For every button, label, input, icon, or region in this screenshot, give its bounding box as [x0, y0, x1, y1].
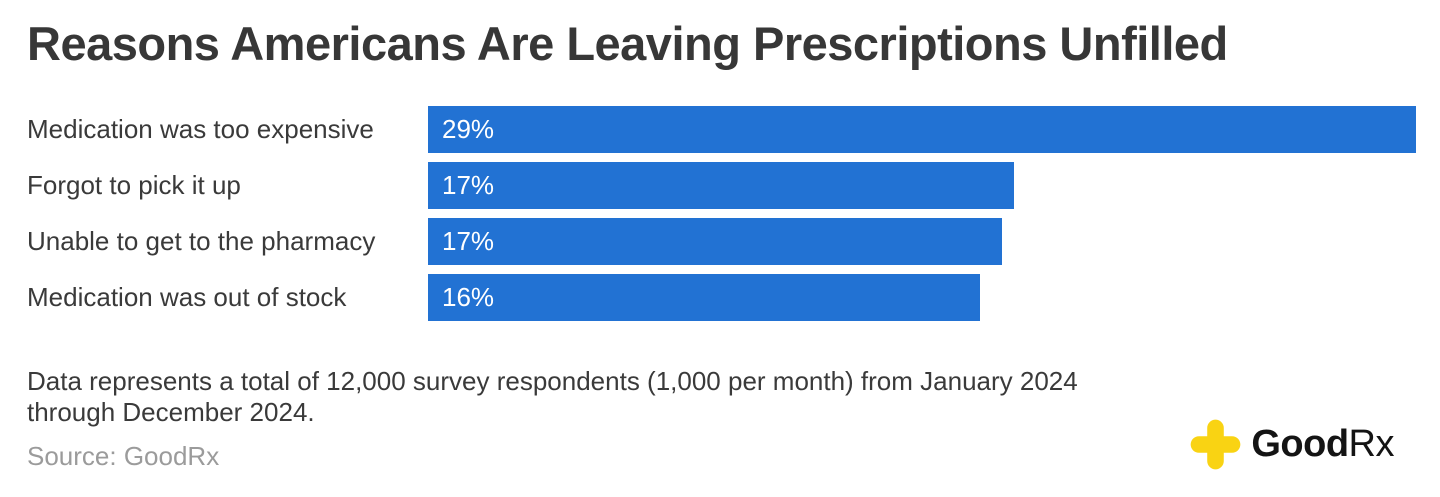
- bar-row: Forgot to pick it up 17%: [0, 162, 1440, 209]
- bar-category-label: Unable to get to the pharmacy: [27, 226, 376, 256]
- bar: 17%: [428, 162, 1014, 209]
- bar-value-label: 17%: [442, 170, 495, 200]
- goodrx-cross-icon: [1191, 419, 1241, 470]
- bar: 16%: [428, 274, 981, 321]
- bar-value-label: 29%: [442, 114, 495, 144]
- footnote: Data represents a total of 12,000 survey…: [27, 366, 1078, 428]
- bar-track: 29%: [428, 106, 1416, 153]
- bar-category-label: Medication was too expensive: [27, 114, 374, 144]
- footnote-line-2: through December 2024.: [27, 397, 315, 427]
- footnote-line-1: Data represents a total of 12,000 survey…: [27, 366, 1078, 396]
- bar-category-label: Forgot to pick it up: [27, 170, 241, 200]
- bar-chart: Medication was too expensive 29% Forgot to…: [0, 106, 1440, 330]
- goodrx-wordmark-rx: Rx: [1348, 423, 1395, 465]
- bar-row: Unable to get to the pharmacy 17%: [0, 218, 1440, 265]
- bar: 17%: [428, 218, 1003, 265]
- bar-value-label: 16%: [442, 282, 495, 312]
- bar-track: 17%: [428, 162, 1416, 209]
- bar-row: Medication was out of stock 16%: [0, 274, 1440, 321]
- bar-category-label: Medication was out of stock: [27, 282, 347, 312]
- goodrx-wordmark: GoodRx: [1251, 423, 1394, 466]
- bar-track: 16%: [428, 274, 1416, 321]
- goodrx-logo: GoodRx: [1189, 416, 1395, 473]
- goodrx-wordmark-bold: Good: [1251, 423, 1349, 465]
- bar-row: Medication was too expensive 29%: [0, 106, 1440, 153]
- bar-track: 17%: [428, 218, 1416, 265]
- source-label: Source: GoodRx: [27, 441, 220, 471]
- bar-value-label: 17%: [442, 226, 495, 256]
- chart-title: Reasons Americans Are Leaving Prescripti…: [27, 17, 1228, 70]
- bar: 29%: [428, 106, 1416, 153]
